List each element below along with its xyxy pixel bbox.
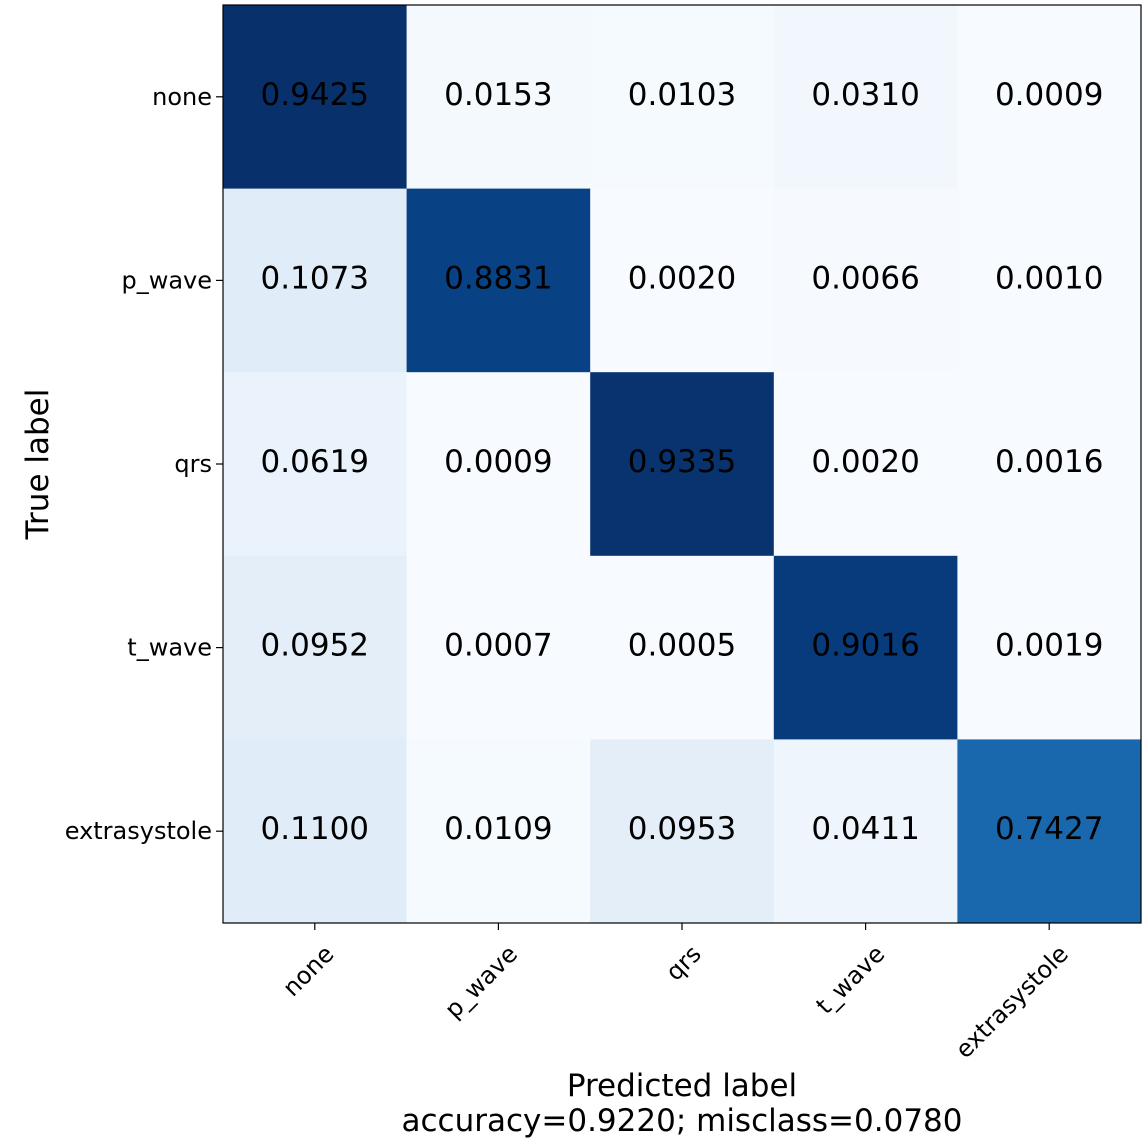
heatmap-cell <box>406 188 591 373</box>
heatmap-cell <box>773 372 958 557</box>
heatmap-cell <box>590 372 775 557</box>
heatmap-cell <box>590 5 775 190</box>
heatmap-cell <box>223 555 408 740</box>
heatmap-cell-label: 0.0953 <box>628 811 736 847</box>
heatmap-cell <box>957 372 1142 557</box>
heatmap-cell <box>223 372 408 557</box>
heatmap-cell <box>773 555 958 740</box>
heatmap-cell-label: 0.0009 <box>995 77 1103 113</box>
heatmap-cell <box>590 739 775 924</box>
heatmap-cell-label: 0.9016 <box>811 628 919 664</box>
heatmap-cell-label: 0.7427 <box>995 811 1103 847</box>
x-tick-label: t_wave <box>811 940 891 1020</box>
heatmap-cells <box>223 5 1142 924</box>
x-tick-label: none <box>277 940 339 1002</box>
heatmap-cell <box>590 555 775 740</box>
heatmap-cell-label: 0.9425 <box>261 77 369 113</box>
heatmap-cell <box>223 188 408 373</box>
heatmap-cell-label: 0.0010 <box>995 260 1103 296</box>
heatmap-cell-label: 0.0009 <box>444 444 552 480</box>
heatmap-cell <box>223 739 408 924</box>
x-tick-label: p_wave <box>439 940 523 1024</box>
heatmap-cell <box>773 5 958 190</box>
heatmap-cell-label: 0.0007 <box>444 628 552 664</box>
x-tick-label: qrs <box>660 940 706 986</box>
heatmap-cell-label: 0.0310 <box>811 77 919 113</box>
heatmap-cell-label: 0.0020 <box>628 260 736 296</box>
x-axis-ticks: none p_wave qrs t_wave extrasystole <box>277 923 1074 1064</box>
heatmap-cell <box>406 555 591 740</box>
heatmap-cell <box>590 188 775 373</box>
y-axis-title: True label <box>20 389 56 541</box>
heatmap-cell <box>957 188 1142 373</box>
heatmap-cell-label: 0.0016 <box>995 444 1103 480</box>
x-axis-title: Predicted label <box>567 1068 797 1104</box>
heatmap-cell-label: 0.0019 <box>995 628 1103 664</box>
heatmap-cell <box>223 5 408 190</box>
heatmap-cell <box>773 739 958 924</box>
heatmap-cell-label: 0.1100 <box>261 811 369 847</box>
heatmap-cell-label: 0.0020 <box>811 444 919 480</box>
y-tick-label: extrasystole <box>65 817 212 845</box>
heatmap-cell-label: 0.0066 <box>811 260 919 296</box>
y-tick-label: none <box>152 83 212 111</box>
heatmap-cell <box>406 372 591 557</box>
heatmap-cell-label: 0.8831 <box>444 260 552 296</box>
heatmap-cell-label: 0.0103 <box>628 77 736 113</box>
x-tick-label: extrasystole <box>950 940 1074 1064</box>
heatmap-cell-label: 0.0153 <box>444 77 552 113</box>
heatmap-cell-label: 0.9335 <box>628 444 736 480</box>
heatmap-cell-label: 0.0005 <box>628 628 736 664</box>
heatmap-cell <box>957 5 1142 190</box>
heatmap-cell-label: 0.1073 <box>261 260 369 296</box>
heatmap-cell-label: 0.0619 <box>261 444 369 480</box>
heatmap-cell <box>957 739 1142 924</box>
heatmap-cell <box>406 5 591 190</box>
heatmap-cell <box>957 555 1142 740</box>
heatmap-cell <box>406 739 591 924</box>
heatmap-cell-label: 0.0109 <box>444 811 552 847</box>
y-tick-label: t_wave <box>127 634 212 662</box>
x-axis-subtitle: accuracy=0.9220; misclass=0.0780 <box>402 1103 963 1139</box>
y-tick-label: p_wave <box>121 266 212 294</box>
heatmap-cell-label: 0.0411 <box>811 811 919 847</box>
heatmap-cell-labels: 0.9425 0.0153 0.0103 0.0310 0.0009 0.1073 0.88… <box>261 77 1104 847</box>
y-tick-label: qrs <box>174 450 212 478</box>
heatmap-cell-label: 0.0952 <box>261 628 369 664</box>
heatmap-cell <box>773 188 958 373</box>
